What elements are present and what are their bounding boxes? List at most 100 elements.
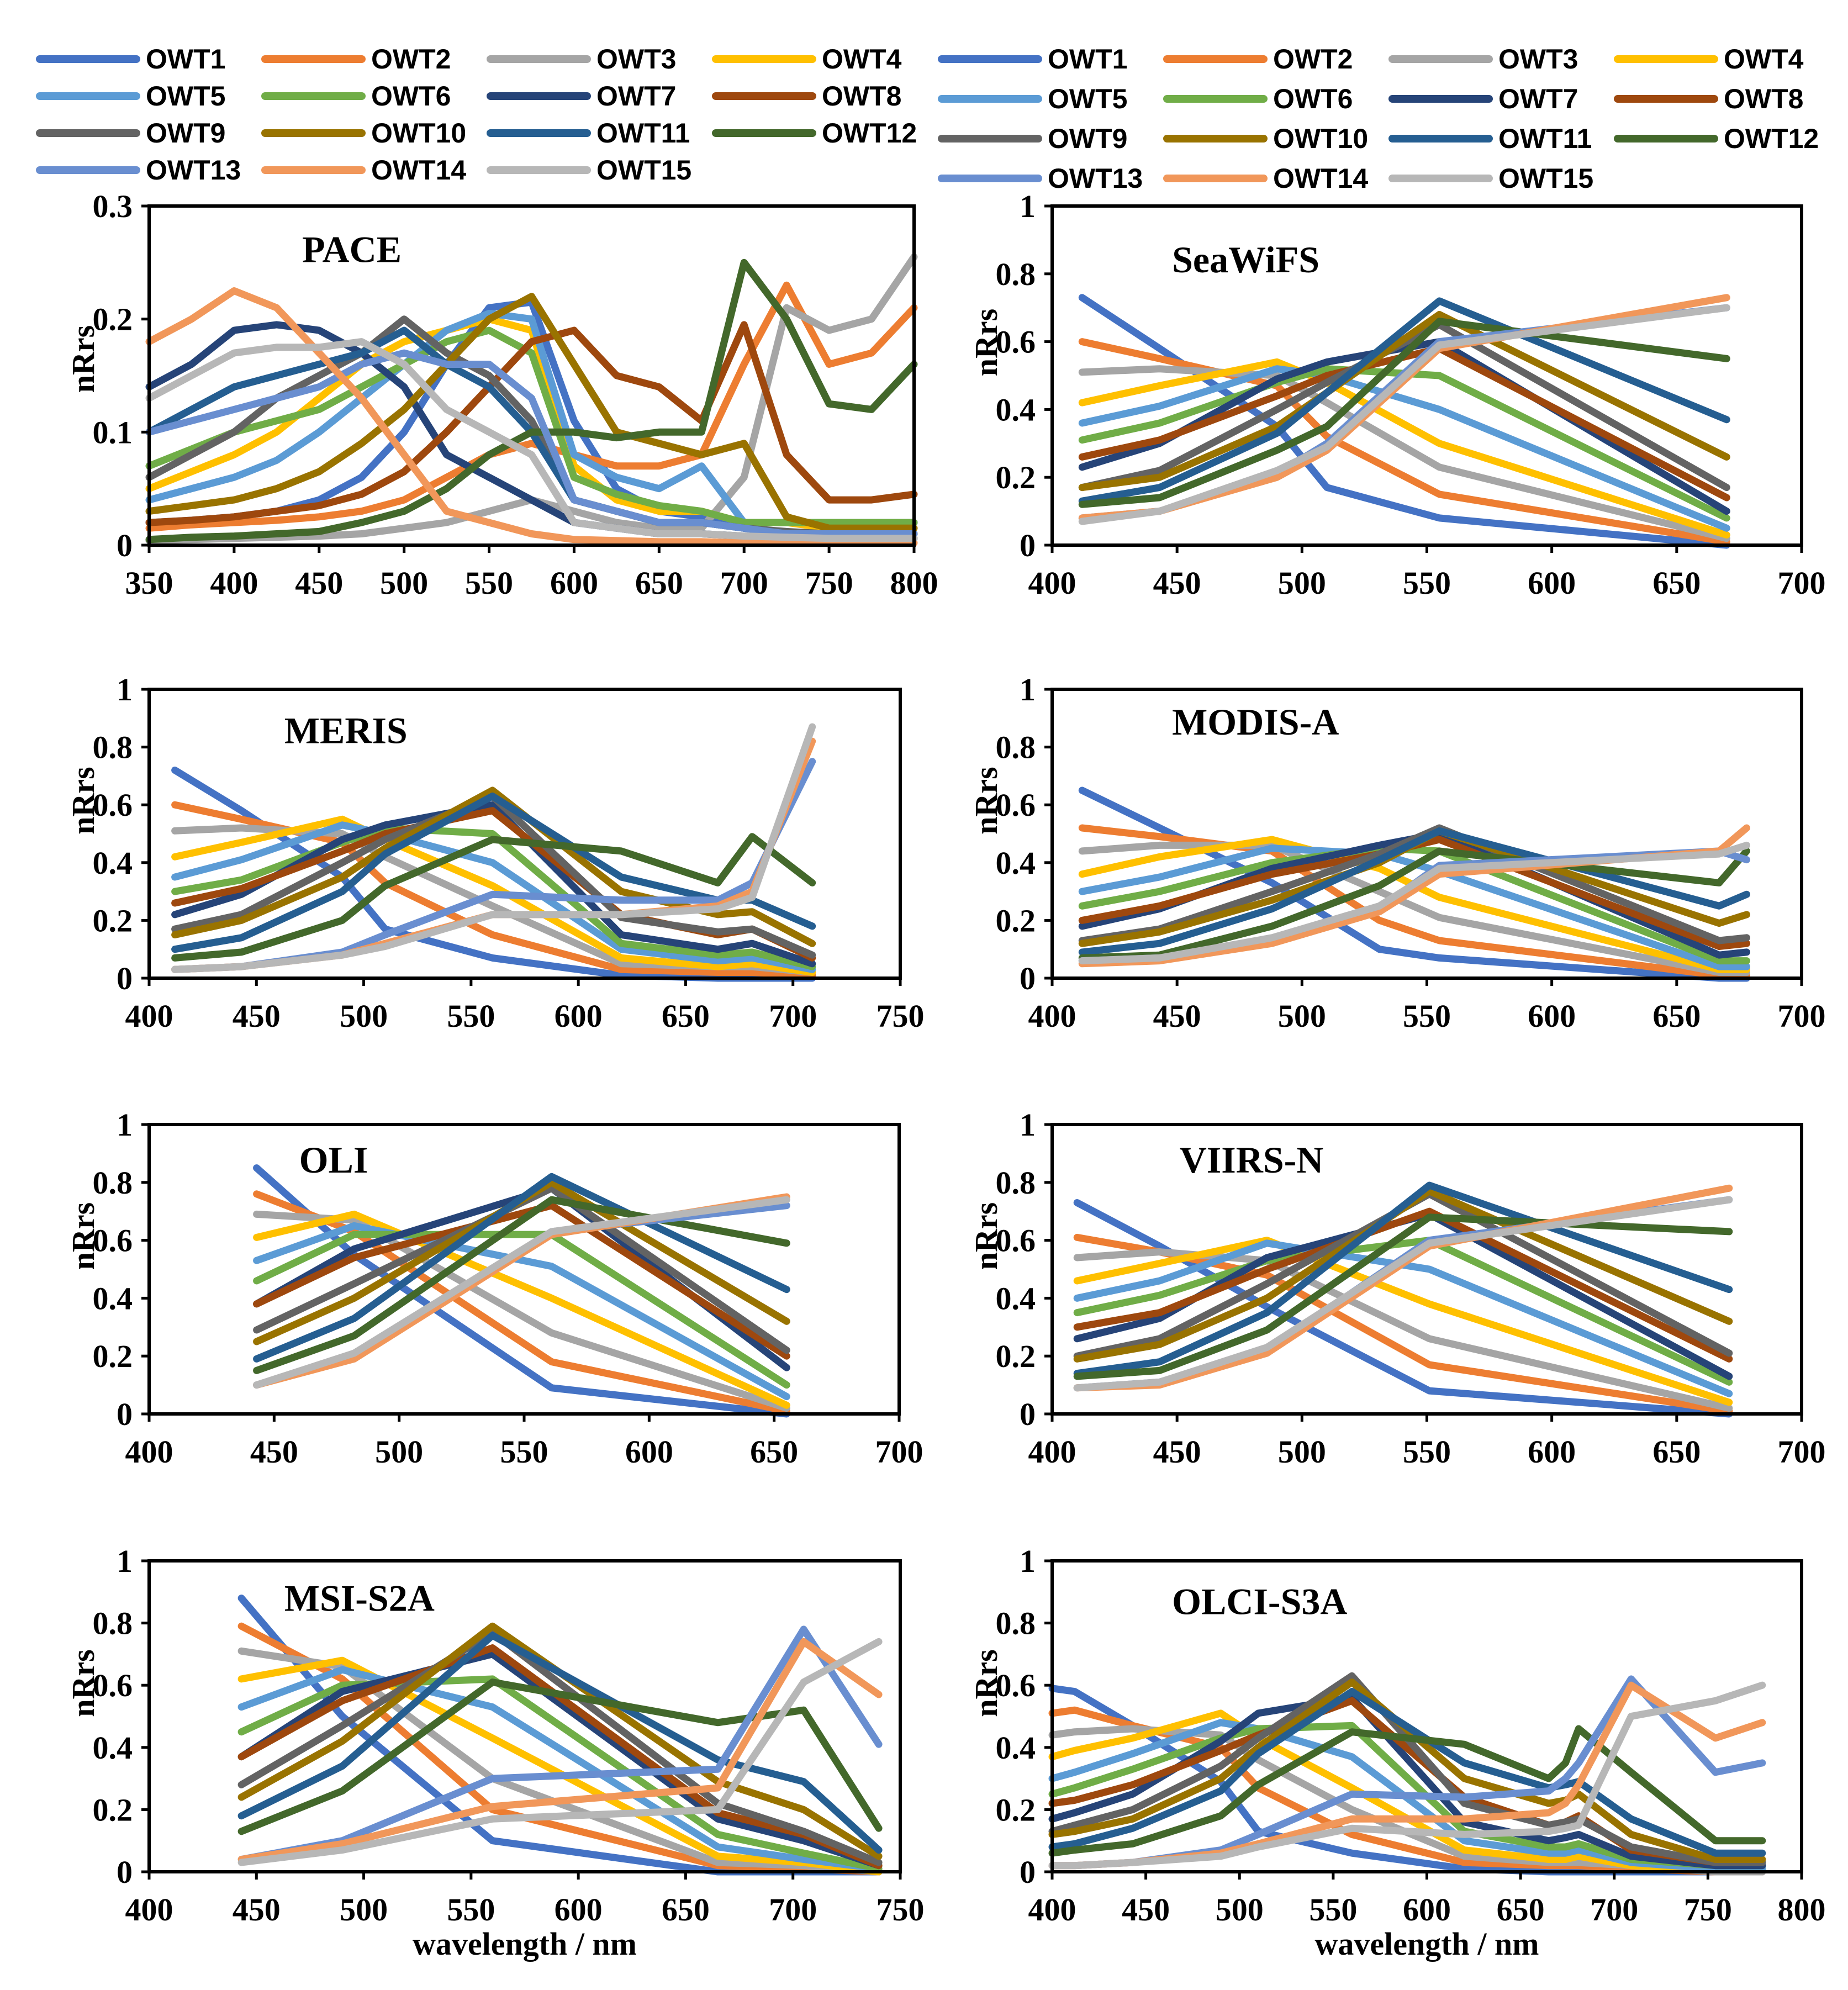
y-tick-label: 0.2 bbox=[93, 1338, 133, 1374]
legend-label-3: OWT3 bbox=[596, 44, 676, 75]
series-line-owt15 bbox=[1078, 304, 1730, 525]
x-tick-label: 450 bbox=[233, 998, 281, 1034]
series-line-owt6 bbox=[237, 1675, 883, 1872]
y-tick-label: 0.4 bbox=[996, 1730, 1036, 1766]
chart-panel-pace: 350 400 450 500 550 600 650 700 750 800 0 0.1 0.2 0.3… bbox=[65, 188, 938, 601]
series-line-owt4 bbox=[171, 815, 816, 976]
x-tick-label: 450 bbox=[1153, 1434, 1201, 1470]
legend-label-6: OWT6 bbox=[1273, 83, 1353, 114]
plot-frame bbox=[147, 1559, 902, 1873]
series-line-owt12 bbox=[237, 1678, 883, 1835]
series-line-owt5 bbox=[171, 821, 816, 973]
x-tick-label: 700 bbox=[1778, 1434, 1826, 1470]
x-tick-label: 550 bbox=[1403, 565, 1451, 601]
x-tick-label: 550 bbox=[1403, 1434, 1451, 1470]
series-line-owt14 bbox=[145, 287, 918, 547]
series-line-owt11 bbox=[1048, 1688, 1766, 1857]
panel-title: OLCI-S3A bbox=[1172, 1580, 1347, 1622]
legend-label-12: OWT12 bbox=[822, 118, 917, 149]
x-tick-label: 400 bbox=[1028, 565, 1076, 601]
legend-right: OWT1 OWT2 OWT3 OWT4 OWT5 OWT6 OWT7 OWT8 OWT9 OWT1… bbox=[938, 44, 1819, 194]
x-tick-label: 550 bbox=[1403, 998, 1451, 1034]
series-line-owt9 bbox=[1078, 321, 1730, 492]
x-tick-label: 450 bbox=[250, 1434, 298, 1470]
series-line-owt9 bbox=[253, 1184, 790, 1354]
y-tick-label: 0.4 bbox=[996, 392, 1036, 427]
chart-panel-meris: 400 450 500 550 600 650 700 750 0 0.2 0.4 0.6 0.8 1 ME… bbox=[65, 672, 925, 1034]
y-tick-label: 0.4 bbox=[93, 845, 133, 881]
series-line-owt2 bbox=[1073, 1233, 1733, 1415]
x-tick-label: 500 bbox=[1278, 1434, 1326, 1470]
legend-label-1: OWT1 bbox=[146, 44, 225, 75]
x-tick-label: 550 bbox=[447, 1892, 495, 1928]
series-line-owt12 bbox=[1048, 1725, 1766, 1857]
y-tick-label: 0.4 bbox=[93, 1280, 133, 1316]
legend-label-2: OWT2 bbox=[371, 44, 451, 75]
x-tick-label: 750 bbox=[877, 1892, 925, 1928]
series-line-owt7 bbox=[237, 1650, 883, 1870]
x-tick-label: 400 bbox=[1028, 998, 1076, 1034]
x-tick-label: 650 bbox=[1497, 1892, 1545, 1928]
series-line-owt1 bbox=[1073, 1199, 1733, 1418]
x-tick-label: 450 bbox=[233, 1892, 281, 1928]
y-axis-label: nRrs bbox=[968, 309, 1004, 376]
x-tick-label: 650 bbox=[662, 998, 710, 1034]
x-tick-label: 400 bbox=[125, 1892, 173, 1928]
y-tick-label: 0 bbox=[117, 1854, 133, 1890]
x-tick-label: 650 bbox=[635, 565, 683, 601]
y-tick-label: 0.2 bbox=[996, 1792, 1036, 1828]
legend-label-8: OWT8 bbox=[1724, 83, 1803, 114]
chart-panel-seawifs: 400 450 500 550 600 650 700 0 0.2 0.4 0.6 0.8 1 SeaWi… bbox=[968, 188, 1826, 601]
y-tick-label: 0.6 bbox=[996, 787, 1036, 823]
x-tick-label: 450 bbox=[1122, 1892, 1170, 1928]
y-tick-label: 1 bbox=[117, 672, 133, 708]
series-line-owt2 bbox=[145, 281, 918, 532]
series-line-owt15 bbox=[145, 338, 918, 542]
legend-label-13: OWT13 bbox=[1048, 163, 1143, 194]
legend-label-4: OWT4 bbox=[1724, 44, 1804, 75]
y-tick-label: 0.1 bbox=[93, 414, 133, 450]
x-tick-label: 750 bbox=[877, 998, 925, 1034]
y-axis-label: nRrs bbox=[65, 325, 101, 393]
x-tick-label: 700 bbox=[1778, 565, 1826, 601]
x-tick-label: 450 bbox=[295, 565, 343, 601]
x-tick-label: 650 bbox=[662, 1892, 710, 1928]
x-tick-label: 550 bbox=[500, 1434, 548, 1470]
series-line-owt8 bbox=[145, 321, 918, 526]
y-tick-label: 1 bbox=[1020, 672, 1036, 708]
y-tick-label: 0.2 bbox=[93, 1792, 133, 1828]
series-line-owt12 bbox=[1078, 318, 1730, 508]
series-line-owt6 bbox=[145, 326, 918, 526]
panel-title: OLI bbox=[299, 1139, 368, 1181]
series-line-owt8 bbox=[253, 1202, 790, 1360]
y-tick-label: 0.6 bbox=[996, 324, 1036, 360]
series-line-owt15 bbox=[1048, 1681, 1766, 1870]
y-axis-label: nRrs bbox=[968, 767, 1004, 834]
y-tick-label: 0.6 bbox=[93, 1667, 133, 1703]
series-line-owt12 bbox=[145, 258, 918, 543]
legend-label-2: OWT2 bbox=[1273, 44, 1353, 75]
y-axis-label: nRrs bbox=[65, 767, 101, 834]
y-tick-label: 1 bbox=[1020, 1543, 1036, 1579]
series-line-owt11 bbox=[1078, 827, 1750, 956]
y-tick-label: 0.4 bbox=[996, 1280, 1036, 1316]
legend-label-7: OWT7 bbox=[1498, 83, 1578, 114]
y-tick-label: 0 bbox=[1020, 1854, 1036, 1890]
series-line-owt9 bbox=[1073, 1190, 1733, 1360]
x-tick-label: 550 bbox=[1309, 1892, 1357, 1928]
y-tick-label: 0.3 bbox=[93, 188, 133, 224]
y-tick-label: 0 bbox=[1020, 1396, 1036, 1432]
x-tick-label: 600 bbox=[625, 1434, 673, 1470]
chart-panels: 350 400 450 500 550 600 650 700 750 800 0 0.1 0.2 0.3… bbox=[65, 188, 1826, 1962]
x-tick-label: 500 bbox=[380, 565, 428, 601]
plot-frame bbox=[147, 688, 902, 980]
plot-frame bbox=[147, 204, 916, 547]
x-tick-label: 800 bbox=[890, 565, 938, 601]
x-tick-label: 650 bbox=[750, 1434, 798, 1470]
legend-label-14: OWT14 bbox=[1273, 163, 1368, 194]
x-tick-label: 800 bbox=[1778, 1892, 1826, 1928]
y-axis-label: nRrs bbox=[968, 1649, 1004, 1717]
x-tick-label: 600 bbox=[1528, 998, 1576, 1034]
x-tick-label: 700 bbox=[875, 1434, 923, 1470]
y-tick-label: 0.2 bbox=[93, 902, 133, 938]
